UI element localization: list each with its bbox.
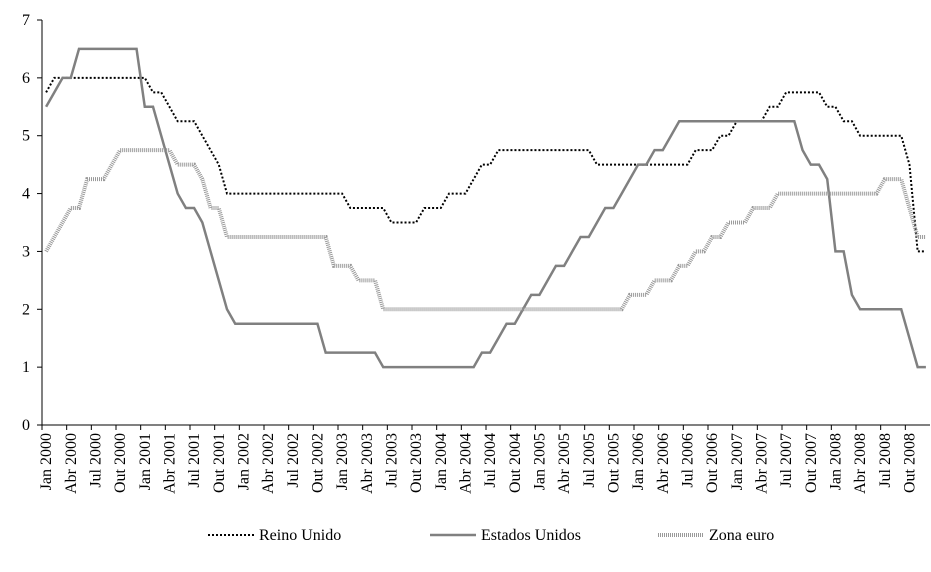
x-tick-label: Jul 2003 bbox=[383, 433, 400, 488]
x-tick-label: Out 2001 bbox=[211, 433, 228, 493]
x-tick-label: Out 2000 bbox=[112, 433, 129, 493]
x-tick-label: Jul 2007 bbox=[778, 433, 795, 488]
x-tick-label: Out 2003 bbox=[408, 433, 425, 493]
legend-label: Reino Unido bbox=[259, 527, 341, 544]
y-tick-label: 3 bbox=[22, 243, 30, 260]
y-tick-label: 1 bbox=[22, 359, 30, 376]
x-tick-label: Jul 2001 bbox=[186, 433, 203, 488]
x-tick-label: Abr 2001 bbox=[161, 433, 178, 494]
y-tick-label: 5 bbox=[22, 128, 30, 145]
x-tick-label: Out 2004 bbox=[507, 433, 524, 493]
y-tick-label: 4 bbox=[22, 186, 30, 203]
x-tick-label: Abr 2003 bbox=[359, 433, 376, 494]
x-tick-label: Abr 2000 bbox=[63, 433, 80, 494]
x-tick-label: Abr 2004 bbox=[457, 433, 474, 494]
legend-label: Estados Unidos bbox=[481, 527, 581, 544]
x-tick-label: Jul 2000 bbox=[87, 433, 104, 488]
x-tick-label: Jan 2002 bbox=[235, 433, 252, 490]
x-tick-label: Abr 2007 bbox=[753, 433, 770, 494]
x-tick-label: Jan 2005 bbox=[531, 433, 548, 490]
series-line bbox=[45, 47, 926, 369]
x-tick-label: Out 2008 bbox=[901, 433, 918, 493]
x-tick-label: Jul 2002 bbox=[285, 433, 302, 488]
x-tick-label: Out 2007 bbox=[803, 433, 820, 493]
series-line bbox=[44, 148, 926, 312]
x-tick-label: Abr 2006 bbox=[655, 433, 672, 494]
x-tick-label: Jan 2004 bbox=[433, 433, 450, 490]
y-tick-label: 7 bbox=[22, 12, 30, 29]
x-tick-label: Abr 2005 bbox=[556, 433, 573, 494]
y-tick-label: 6 bbox=[22, 70, 30, 87]
x-tick-label: Out 2002 bbox=[309, 433, 326, 493]
x-tick-label: Jan 2007 bbox=[729, 433, 746, 490]
legend-label: Zona euro bbox=[709, 527, 774, 544]
x-tick-label: Jan 2006 bbox=[630, 433, 647, 490]
x-tick-label: Jan 2003 bbox=[334, 433, 351, 490]
x-tick-label: Abr 2008 bbox=[852, 433, 869, 494]
x-tick-label: Out 2005 bbox=[605, 433, 622, 493]
x-tick-label: Jul 2006 bbox=[679, 433, 696, 488]
x-tick-label: Jan 2008 bbox=[827, 433, 844, 490]
series-line bbox=[45, 76, 926, 253]
y-tick-label: 0 bbox=[22, 417, 30, 434]
x-tick-label: Jul 2008 bbox=[877, 433, 894, 488]
x-tick-label: Out 2006 bbox=[704, 433, 721, 493]
x-tick-label: Abr 2002 bbox=[260, 433, 277, 494]
y-tick-label: 2 bbox=[22, 301, 30, 318]
x-tick-label: Jan 2000 bbox=[38, 433, 55, 490]
x-tick-label: Jul 2004 bbox=[482, 433, 499, 488]
x-tick-label: Jul 2005 bbox=[581, 433, 598, 488]
x-tick-label: Jan 2001 bbox=[137, 433, 154, 490]
